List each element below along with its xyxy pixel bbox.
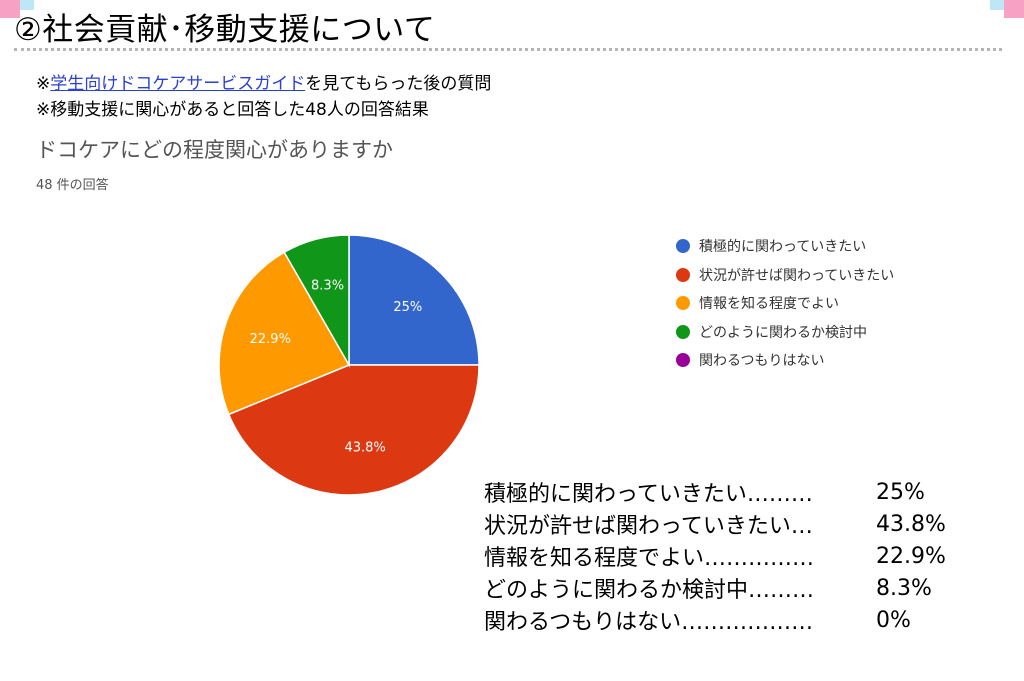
summary-label-2: 情報を知る程度でよい…………… — [484, 546, 815, 571]
summary-row-3: どのように関わるか検討中……… 8.3% — [484, 572, 956, 604]
summary-label-3: どのように関わるか検討中……… — [484, 578, 815, 603]
corner-decoration-blue-left — [20, 0, 34, 10]
summary-value-3: 8.3% — [876, 575, 932, 601]
corner-decoration-pink-left — [0, 0, 20, 18]
summary-table: 積極的に関わっていきたい……… 25% 状況が許せば関わっていきたい… 43.8% 情報… — [484, 476, 956, 636]
chart-legend: 積極的に関わっていきたい状況が許せば関わっていきたい 情報を知る程度でよいどのよう… — [676, 232, 894, 375]
summary-value-4: 0% — [876, 607, 911, 633]
summary-row-1: 状況が許せば関わっていきたい… 43.8% — [484, 508, 956, 540]
pie-data-label-0: 25% — [393, 300, 422, 315]
legend-item-3: どのように関わるか検討中 — [676, 318, 894, 347]
summary-label-4: 関わるつもりはない……………… — [484, 610, 814, 635]
legend-swatch-3 — [676, 324, 690, 339]
summary-label-1: 状況が許せば関わっていきたい… — [484, 514, 813, 539]
summary-row-4: 関わるつもりはない……………… 0% — [484, 604, 956, 636]
legend-swatch-4 — [676, 353, 690, 368]
legend-label-3: どのように関わるか検討中 — [699, 324, 867, 341]
corner-decoration-blue-right — [990, 0, 1004, 10]
pie-chart: 25% 43.8% 22.9% 8.3% — [218, 234, 480, 496]
legend-label-4: 関わるつもりはない — [699, 353, 825, 370]
response-count: 48 件の回答 — [36, 178, 109, 193]
legend-swatch-0 — [676, 239, 690, 254]
legend-label-2: 情報を知る程度でよい — [699, 296, 839, 313]
pie-slice-3 — [283, 234, 350, 368]
legend-item-1: 状況が許せば関わっていきたい — [676, 261, 894, 290]
legend-item-4: 関わるつもりはない — [676, 346, 894, 375]
pie-slice-0 — [348, 234, 480, 366]
title-divider — [14, 48, 1002, 51]
summary-value-2: 22.9% — [876, 543, 946, 569]
note-line-2: ※移動支援に関心があると回答した48人の回答結果 — [36, 100, 429, 120]
note-prefix: ※ — [36, 74, 51, 94]
pie-data-label-1: 43.8% — [344, 441, 385, 456]
pie-slice-1 — [227, 364, 480, 496]
legend-item-2: 情報を知る程度でよい — [676, 289, 894, 318]
legend-swatch-1 — [676, 267, 690, 282]
summary-value-0: 25% — [876, 479, 925, 505]
pie-data-label-3: 8.3% — [311, 279, 344, 294]
corner-decoration-pink-right — [1004, 0, 1024, 18]
service-guide-link[interactable]: 学生向けドコケアサービスガイド — [50, 74, 306, 94]
legend-swatch-2 — [676, 296, 690, 311]
summary-value-1: 43.8% — [876, 511, 946, 537]
pie-data-label-2: 22.9% — [250, 332, 291, 347]
chart-title: ドコケアにどの程度関心がありますか — [36, 138, 393, 162]
pie-slice-2 — [218, 251, 351, 416]
legend-item-0: 積極的に関わっていきたい — [676, 232, 894, 261]
legend-label-1: 状況が許せば関わっていきたい — [699, 267, 895, 284]
summary-row-0: 積極的に関わっていきたい……… 25% — [484, 476, 956, 508]
summary-label-0: 積極的に関わっていきたい……… — [484, 482, 813, 507]
summary-row-2: 情報を知る程度でよい…………… 22.9% — [484, 540, 956, 572]
slide-title: ②社会貢献･移動支援について — [14, 12, 436, 48]
note-suffix: を見てもらった後の質問 — [305, 74, 492, 94]
legend-label-0: 積極的に関わっていきたい — [699, 239, 867, 256]
note-line-1: ※学生向けドコケアサービスガイドを見てもらった後の質問 — [36, 69, 491, 94]
